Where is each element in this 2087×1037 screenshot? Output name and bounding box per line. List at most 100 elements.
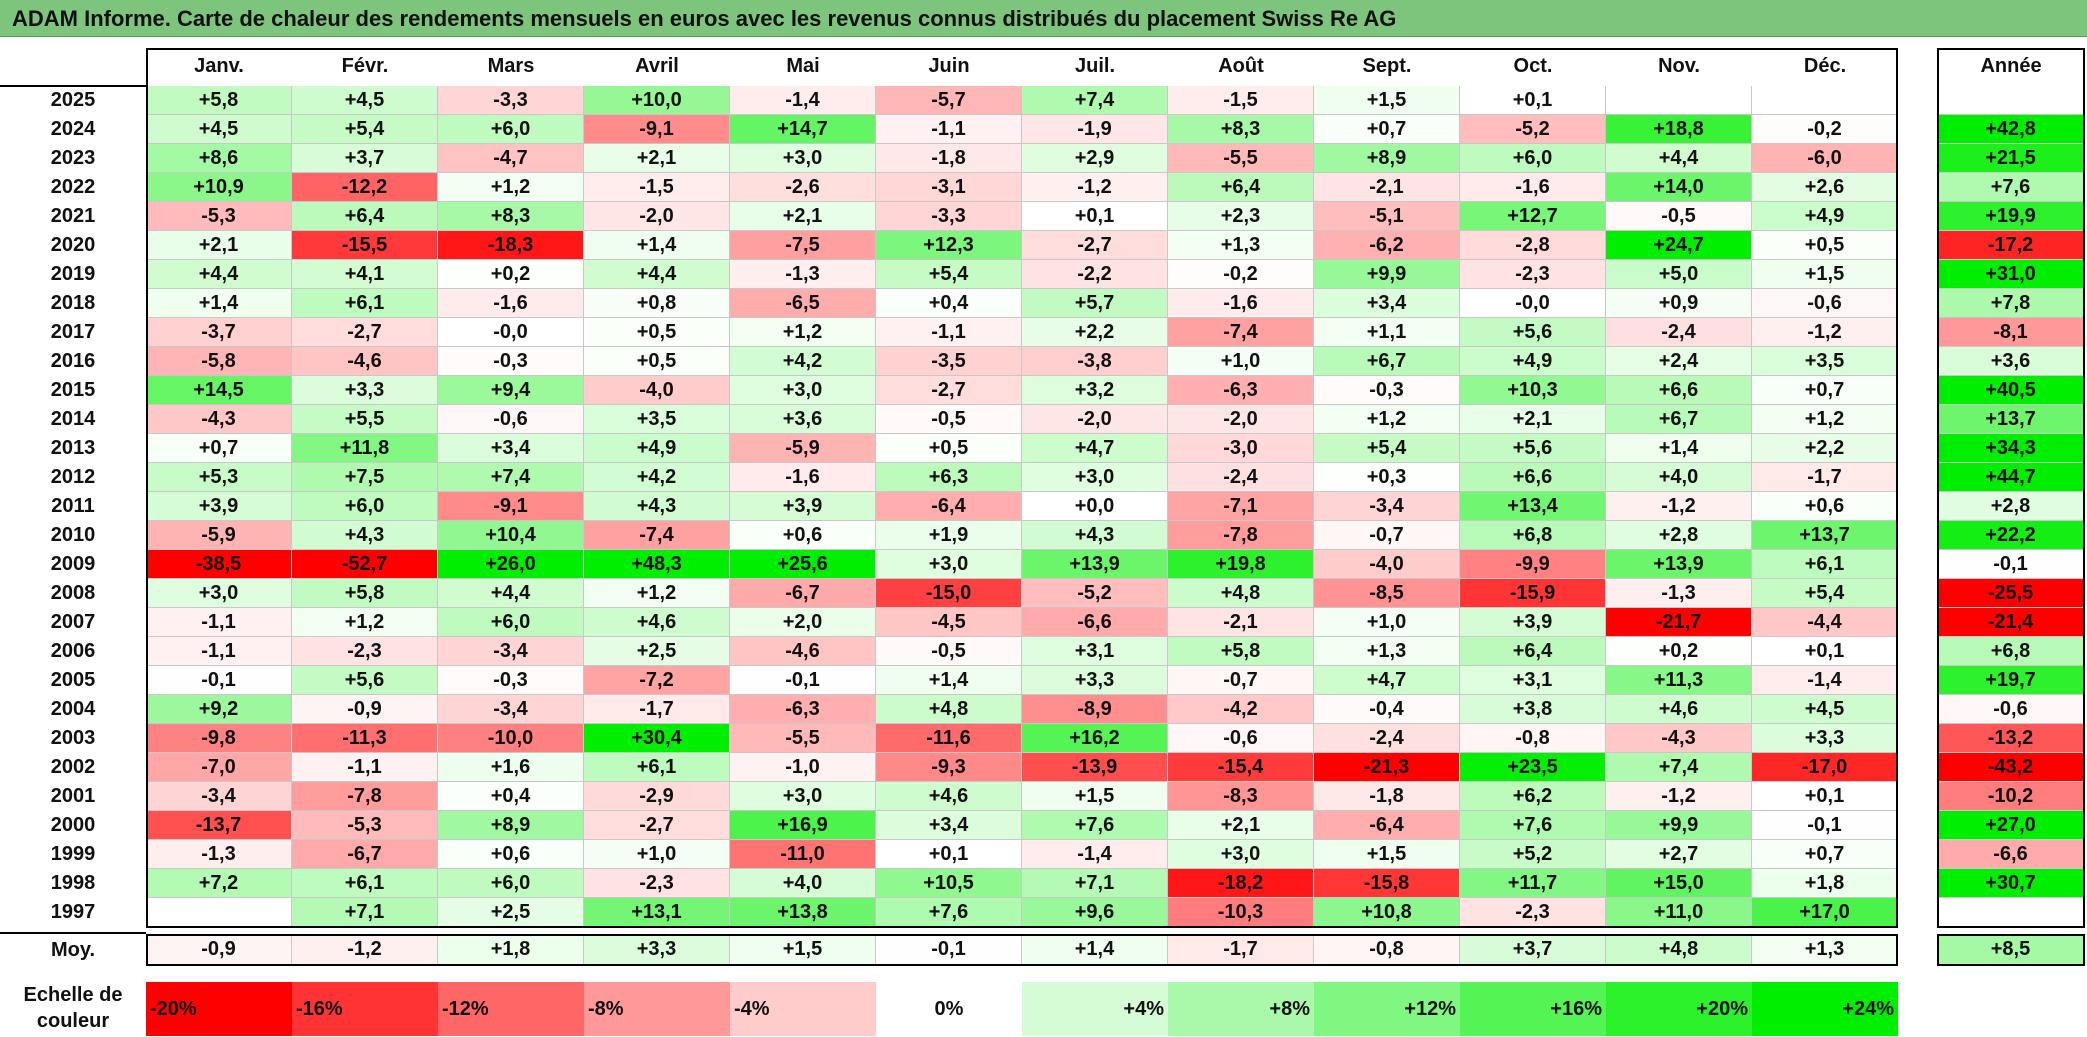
heatmap-cell: +3,9 (730, 492, 876, 521)
heatmap-cell: +2,1 (730, 202, 876, 231)
average-cell: -0,9 (146, 934, 292, 966)
heatmap-cell: +6,0 (438, 115, 584, 144)
heatmap-cell: +0,9 (1606, 289, 1752, 318)
heatmap-cell: +9,2 (146, 695, 292, 724)
heatmap-cell: -1,6 (1168, 289, 1314, 318)
heatmap-cell: +6,0 (1460, 144, 1606, 173)
heatmap-cell: -13,7 (146, 811, 292, 840)
heatmap-cell: +1,4 (876, 666, 1022, 695)
heatmap-cell: +4,3 (584, 492, 730, 521)
heatmap-cell: +24,7 (1606, 231, 1752, 260)
heatmap-cell: -8,9 (1022, 695, 1168, 724)
annual-cell (1937, 86, 2085, 115)
annual-cell: -6,6 (1937, 840, 2085, 869)
heatmap-cell: -6,7 (292, 840, 438, 869)
annual-cell: +19,7 (1937, 666, 2085, 695)
annual-cell: -25,5 (1937, 579, 2085, 608)
heatmap-cell: +4,8 (876, 695, 1022, 724)
heatmap-cell: +13,7 (1752, 521, 1898, 550)
heatmap-cell: +16,9 (730, 811, 876, 840)
heatmap-cell: -15,8 (1314, 869, 1460, 898)
heatmap-cell: +12,3 (876, 231, 1022, 260)
color-scale-swatch: -12% (438, 982, 584, 1036)
heatmap-cell: -10,0 (438, 724, 584, 753)
heatmap-cell: -5,5 (730, 724, 876, 753)
heatmap-cell: -3,7 (146, 318, 292, 347)
heatmap-cell: -1,2 (1752, 318, 1898, 347)
average-cell: -1,7 (1168, 934, 1314, 966)
heatmap-cell: -3,4 (1314, 492, 1460, 521)
year-label: 2004 (0, 695, 146, 724)
heatmap-cell: +0,7 (146, 434, 292, 463)
heatmap-cell: -0,1 (730, 666, 876, 695)
annual-cell: -21,4 (1937, 608, 2085, 637)
heatmap-cell: +6,6 (1460, 463, 1606, 492)
heatmap-cell: +1,5 (1022, 782, 1168, 811)
heatmap-cell: -3,0 (1168, 434, 1314, 463)
heatmap-cell: -4,2 (1168, 695, 1314, 724)
year-label: 2009 (0, 550, 146, 579)
heatmap-cell: +2,4 (1606, 347, 1752, 376)
heatmap-cell: -1,5 (584, 173, 730, 202)
heatmap-cell: +9,6 (1022, 898, 1168, 927)
heatmap-cell: -1,4 (1022, 840, 1168, 869)
heatmap-cell: +7,1 (292, 898, 438, 927)
heatmap-cell: -11,0 (730, 840, 876, 869)
heatmap-cell: +23,5 (1460, 753, 1606, 782)
heatmap-cell: -1,1 (292, 753, 438, 782)
heatmap-cell: -1,2 (1606, 492, 1752, 521)
header-divider (0, 85, 146, 87)
heatmap-cell: +9,4 (438, 376, 584, 405)
heatmap-cell: -6,4 (1314, 811, 1460, 840)
heatmap-cell: -4,7 (438, 144, 584, 173)
heatmap-cell: -1,2 (1022, 173, 1168, 202)
heatmap-cell: +6,1 (292, 289, 438, 318)
heatmap-cell: -2,4 (1314, 724, 1460, 753)
heatmap-cell: +6,1 (584, 753, 730, 782)
heatmap-cell: +5,6 (1460, 434, 1606, 463)
heatmap-cell: +6,4 (292, 202, 438, 231)
heatmap-cell: +16,2 (1022, 724, 1168, 753)
heatmap-cell: -1,1 (146, 608, 292, 637)
heatmap-cell: +0,7 (1314, 115, 1460, 144)
heatmap-cell: +6,8 (1460, 521, 1606, 550)
color-scale-swatch: +12% (1314, 982, 1460, 1036)
heatmap-cell: -2,2 (1022, 260, 1168, 289)
year-label: 2002 (0, 753, 146, 782)
heatmap-cell: +6,7 (1314, 347, 1460, 376)
heatmap-cell: +1,5 (1314, 86, 1460, 115)
heatmap-cell: +4,5 (292, 86, 438, 115)
color-scale-swatch: 0% (876, 982, 1022, 1036)
heatmap-cell: -0,2 (1168, 260, 1314, 289)
heatmap-cell: +4,4 (1606, 144, 1752, 173)
heatmap-cell: +4,4 (146, 260, 292, 289)
heatmap-cell: +13,9 (1022, 550, 1168, 579)
month-header: Oct. (1460, 48, 1606, 85)
heatmap-cell: +3,0 (1022, 463, 1168, 492)
heatmap-cell: +4,6 (584, 608, 730, 637)
heatmap-cell: +4,1 (292, 260, 438, 289)
heatmap-cell: +2,2 (1752, 434, 1898, 463)
year-label: 2000 (0, 811, 146, 840)
heatmap-cell: +2,5 (438, 898, 584, 927)
heatmap-cell: -3,4 (146, 782, 292, 811)
average-label: Moy. (0, 934, 146, 966)
heatmap-cell: -6,2 (1314, 231, 1460, 260)
heatmap-cell: -7,8 (292, 782, 438, 811)
year-label: 2025 (0, 86, 146, 115)
heatmap-cell: -2,8 (1460, 231, 1606, 260)
heatmap-cell: +1,0 (584, 840, 730, 869)
year-label: 2014 (0, 405, 146, 434)
heatmap-cell: -0,6 (438, 405, 584, 434)
heatmap-cell: -6,7 (730, 579, 876, 608)
heatmap-cell: +6,0 (292, 492, 438, 521)
heatmap-cell: +2,0 (730, 608, 876, 637)
heatmap-cell: +1,2 (730, 318, 876, 347)
heatmap-cell: +1,2 (292, 608, 438, 637)
heatmap-cell: -1,4 (1752, 666, 1898, 695)
year-label: 2017 (0, 318, 146, 347)
color-scale-swatch: +20% (1606, 982, 1752, 1036)
heatmap-cell: +8,9 (1314, 144, 1460, 173)
heatmap-cell: +0,2 (438, 260, 584, 289)
